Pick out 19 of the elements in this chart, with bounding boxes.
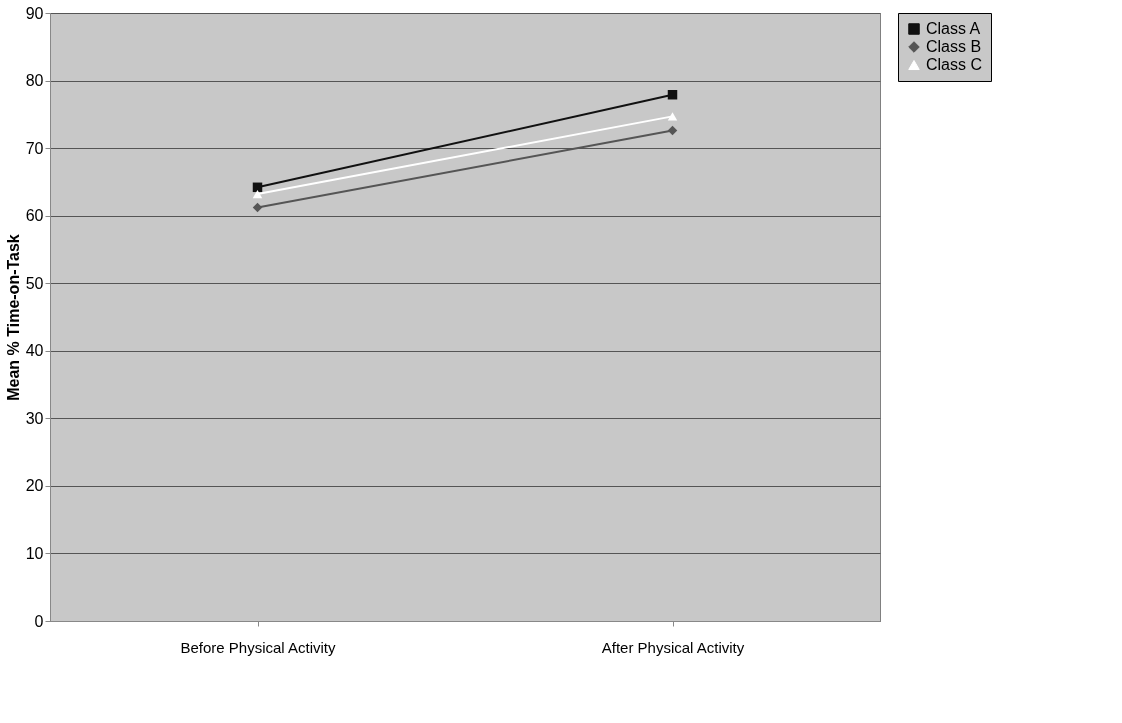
legend-label: Class A (926, 20, 981, 37)
y-axis-title: Mean % Time-on-Task (4, 234, 22, 401)
y-tick-label: 70 (25, 139, 44, 157)
point (667, 125, 678, 136)
y-tick-label: 10 (25, 544, 44, 562)
y-tick-label: 0 (34, 612, 44, 630)
x-tick-label: Before Physical Activity (180, 638, 337, 656)
legend-label: Class B (926, 38, 982, 55)
y-tick-label: 30 (25, 409, 44, 427)
y-tick-label: 40 (25, 342, 44, 360)
x-tick-label: After Physical Activity (601, 638, 745, 656)
y-tick-label: 20 (25, 477, 44, 495)
point (252, 202, 263, 213)
point (667, 90, 678, 100)
y-tick-label: 60 (25, 207, 44, 225)
legend-label: Class C (926, 56, 983, 73)
y-tick-label: 50 (25, 274, 44, 292)
y-tick-label: 80 (25, 72, 44, 90)
y-tick-label: 90 (25, 4, 44, 22)
